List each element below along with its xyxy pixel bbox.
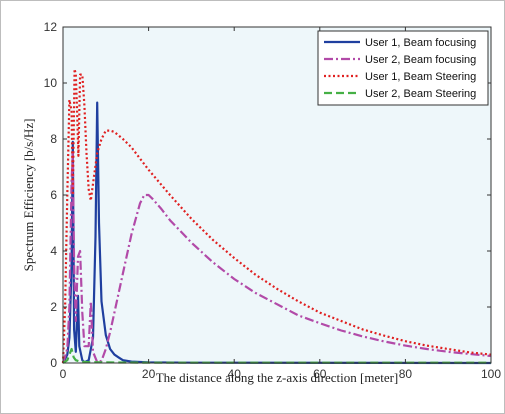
y-tick-label: 8 (50, 132, 57, 146)
y-tick-label: 10 (44, 76, 58, 90)
series-layer (61, 67, 492, 365)
y-tick-label: 2 (50, 300, 57, 314)
y-tick-label: 6 (50, 188, 57, 202)
legend-entry: User 2, Beam focusing (365, 54, 476, 66)
series-line-2 (61, 151, 492, 364)
legend: User 1, Beam focusing User 2, Beam focusi… (317, 30, 489, 106)
x-axis-label: The distance along the z-axis direction … (156, 370, 399, 385)
legend-entry: User 1, Beam focusing (365, 37, 476, 49)
legend-entry: User 2, Beam Steering (365, 88, 476, 100)
legend-box (317, 30, 489, 106)
y-tick-label: 4 (50, 244, 57, 258)
y-tick-label: 12 (44, 20, 58, 34)
y-tick-label: 0 (50, 356, 57, 370)
x-tick-label: 80 (399, 367, 413, 381)
x-tick-label: 40 (228, 367, 242, 381)
x-tick-label: 60 (313, 367, 327, 381)
x-tick-label: 0 (60, 367, 67, 381)
legend-entry: User 1, Beam Steering (365, 71, 476, 83)
x-tick-label: 20 (142, 367, 156, 381)
x-tick-label: 100 (481, 367, 501, 381)
series-line-3 (61, 67, 492, 364)
axis-layer: 0 20 40 60 80 100 0 2 4 6 8 10 12 (44, 20, 502, 381)
y-axis-label: Spectrum Efficiency [b/s/Hz] (21, 119, 36, 272)
